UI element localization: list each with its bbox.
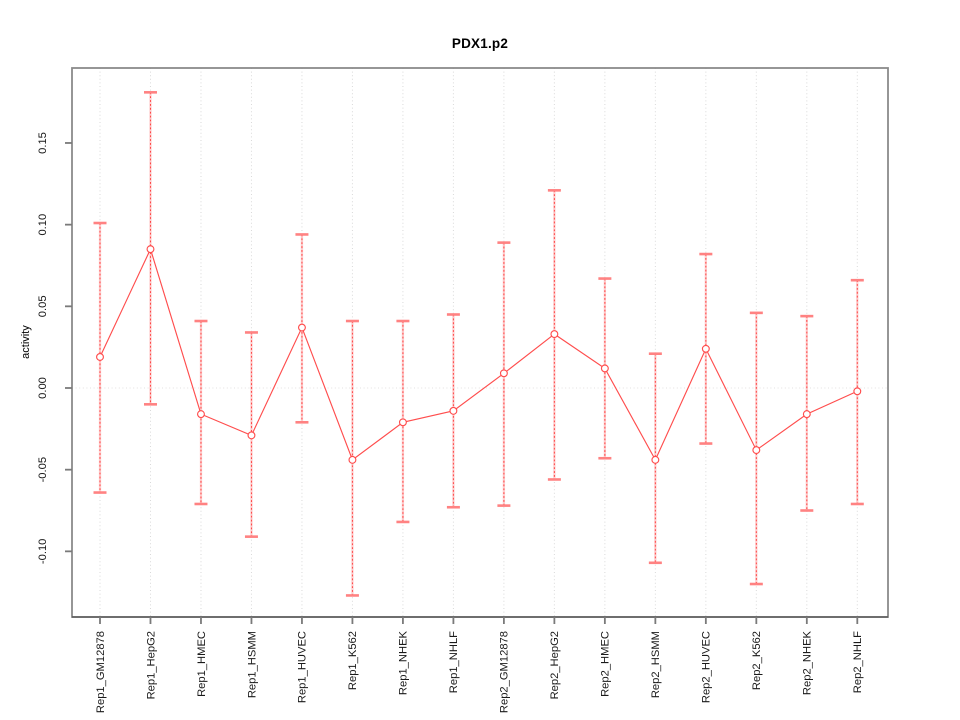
data-point-marker <box>398 418 407 427</box>
y-tick-label: 0.15 <box>37 132 49 154</box>
data-point-marker <box>550 330 559 339</box>
data-point-marker <box>196 410 205 419</box>
x-tick-label: Rep2_HepG2 <box>549 631 561 699</box>
data-point-marker <box>247 431 256 440</box>
x-tick-label: Rep2_GM12878 <box>499 631 511 713</box>
y-tick-label: 0.00 <box>37 377 49 399</box>
y-tick-label: -0.05 <box>37 457 49 483</box>
data-point-marker <box>348 455 357 464</box>
x-tick-label: Rep2_HSMM <box>650 631 662 698</box>
x-tick-label: Rep2_HUVEC <box>701 631 713 703</box>
x-tick-label: Rep1_GM12878 <box>95 631 107 713</box>
series-line <box>99 247 858 462</box>
data-point-marker <box>853 387 862 396</box>
x-tick-label: Rep1_HepG2 <box>145 631 157 699</box>
x-tick-label: Rep1_NHLF <box>448 631 460 693</box>
x-tick-label: Rep1_HSMM <box>246 631 258 698</box>
x-tick-label: Rep1_K562 <box>347 631 359 690</box>
plot-box <box>71 67 889 618</box>
data-point-marker <box>297 323 306 332</box>
x-tick-label: Rep1_NHEK <box>398 630 410 695</box>
data-point-marker <box>752 446 761 455</box>
y-tick-label: 0.05 <box>37 295 49 317</box>
data-point-marker <box>802 410 811 419</box>
y-tick-label: 0.10 <box>37 214 49 236</box>
data-point-marker <box>146 245 155 254</box>
chart-title: PDX1.p2 <box>451 36 509 51</box>
x-tick-label: Rep2_NHEK <box>802 630 814 695</box>
data-point-marker <box>499 369 508 378</box>
x-tick-label: Rep2_K562 <box>751 631 763 690</box>
data-point-marker <box>651 455 660 464</box>
x-tick-label: Rep2_HMEC <box>600 631 612 697</box>
y-tick-label: -0.10 <box>37 539 49 565</box>
data-point-marker <box>96 352 104 361</box>
x-tick-label: Rep2_NHLF <box>852 631 864 693</box>
data-point-marker <box>600 364 609 373</box>
x-tick-label: Rep1_HUVEC <box>297 631 309 703</box>
data-point-marker <box>701 344 710 353</box>
x-tick-label: Rep1_HMEC <box>196 631 208 697</box>
data-point-marker <box>449 406 458 415</box>
